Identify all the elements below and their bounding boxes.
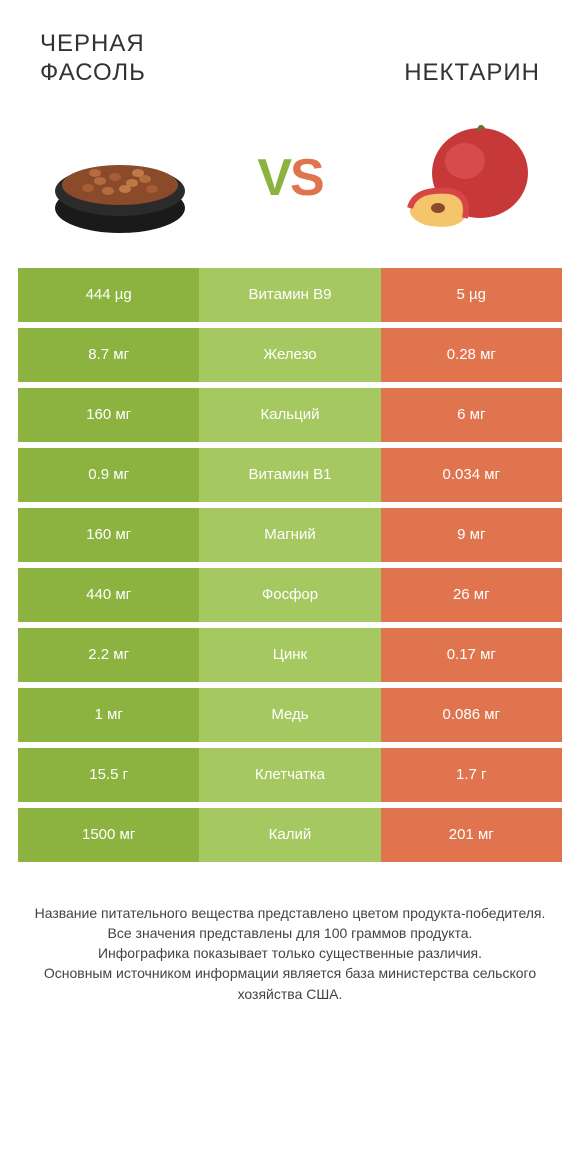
nutrient-row: 444 µgВитамин B95 µg [18, 268, 562, 322]
value-right: 1.7 г [381, 748, 562, 802]
value-right: 0.17 мг [381, 628, 562, 682]
value-left: 8.7 мг [18, 328, 199, 382]
value-right: 9 мг [381, 508, 562, 562]
nutrient-label: Магний [199, 508, 380, 562]
nutrient-label: Витамин B1 [199, 448, 380, 502]
value-left: 15.5 г [18, 748, 199, 802]
value-right: 201 мг [381, 808, 562, 862]
vs-label: VS [257, 148, 322, 208]
nutrient-row: 440 мгФосфор26 мг [18, 568, 562, 622]
nutrient-row: 2.2 мгЦинк0.17 мг [18, 628, 562, 682]
nutrient-row: 1500 мгКалий201 мг [18, 808, 562, 862]
nutrient-row: 15.5 гКлетчатка1.7 г [18, 748, 562, 802]
nutrient-label: Калий [199, 808, 380, 862]
vs-s: S [290, 149, 323, 207]
value-right: 5 µg [381, 268, 562, 322]
value-left: 1 мг [18, 688, 199, 742]
nutrient-table: 444 µgВитамин B95 µg 8.7 мгЖелезо0.28 мг 1… [0, 268, 580, 868]
value-left: 160 мг [18, 388, 199, 442]
footer-text: Название питательного вещества представл… [0, 868, 580, 1024]
value-left: 160 мг [18, 508, 199, 562]
nutrient-label: Цинк [199, 628, 380, 682]
images-row: VS [0, 98, 580, 268]
value-right: 6 мг [381, 388, 562, 442]
value-left: 1500 мг [18, 808, 199, 862]
header: ЧЕРНАЯ ФАСОЛЬ НЕКТАРИН [0, 0, 580, 98]
vs-v: V [257, 149, 290, 207]
title-right: НЕКТАРИН [360, 30, 540, 88]
nutrient-row: 1 мгМедь0.086 мг [18, 688, 562, 742]
value-right: 0.034 мг [381, 448, 562, 502]
value-right: 0.28 мг [381, 328, 562, 382]
value-left: 444 µg [18, 268, 199, 322]
value-left: 0.9 мг [18, 448, 199, 502]
nutrient-label: Медь [199, 688, 380, 742]
nutrient-row: 0.9 мгВитамин B10.034 мг [18, 448, 562, 502]
value-left: 440 мг [18, 568, 199, 622]
nutrient-label: Клетчатка [199, 748, 380, 802]
nutrient-label: Железо [199, 328, 380, 382]
nutrient-label: Витамин B9 [199, 268, 380, 322]
value-left: 2.2 мг [18, 628, 199, 682]
nutrient-label: Кальций [199, 388, 380, 442]
nutrient-row: 160 мгКальций6 мг [18, 388, 562, 442]
food-image-right [380, 113, 540, 243]
nutrient-label: Фосфор [199, 568, 380, 622]
value-right: 26 мг [381, 568, 562, 622]
value-right: 0.086 мг [381, 688, 562, 742]
food-image-left [40, 113, 200, 243]
nutrient-row: 8.7 мгЖелезо0.28 мг [18, 328, 562, 382]
title-left: ЧЕРНАЯ ФАСОЛЬ [40, 30, 220, 88]
nutrient-row: 160 мгМагний9 мг [18, 508, 562, 562]
